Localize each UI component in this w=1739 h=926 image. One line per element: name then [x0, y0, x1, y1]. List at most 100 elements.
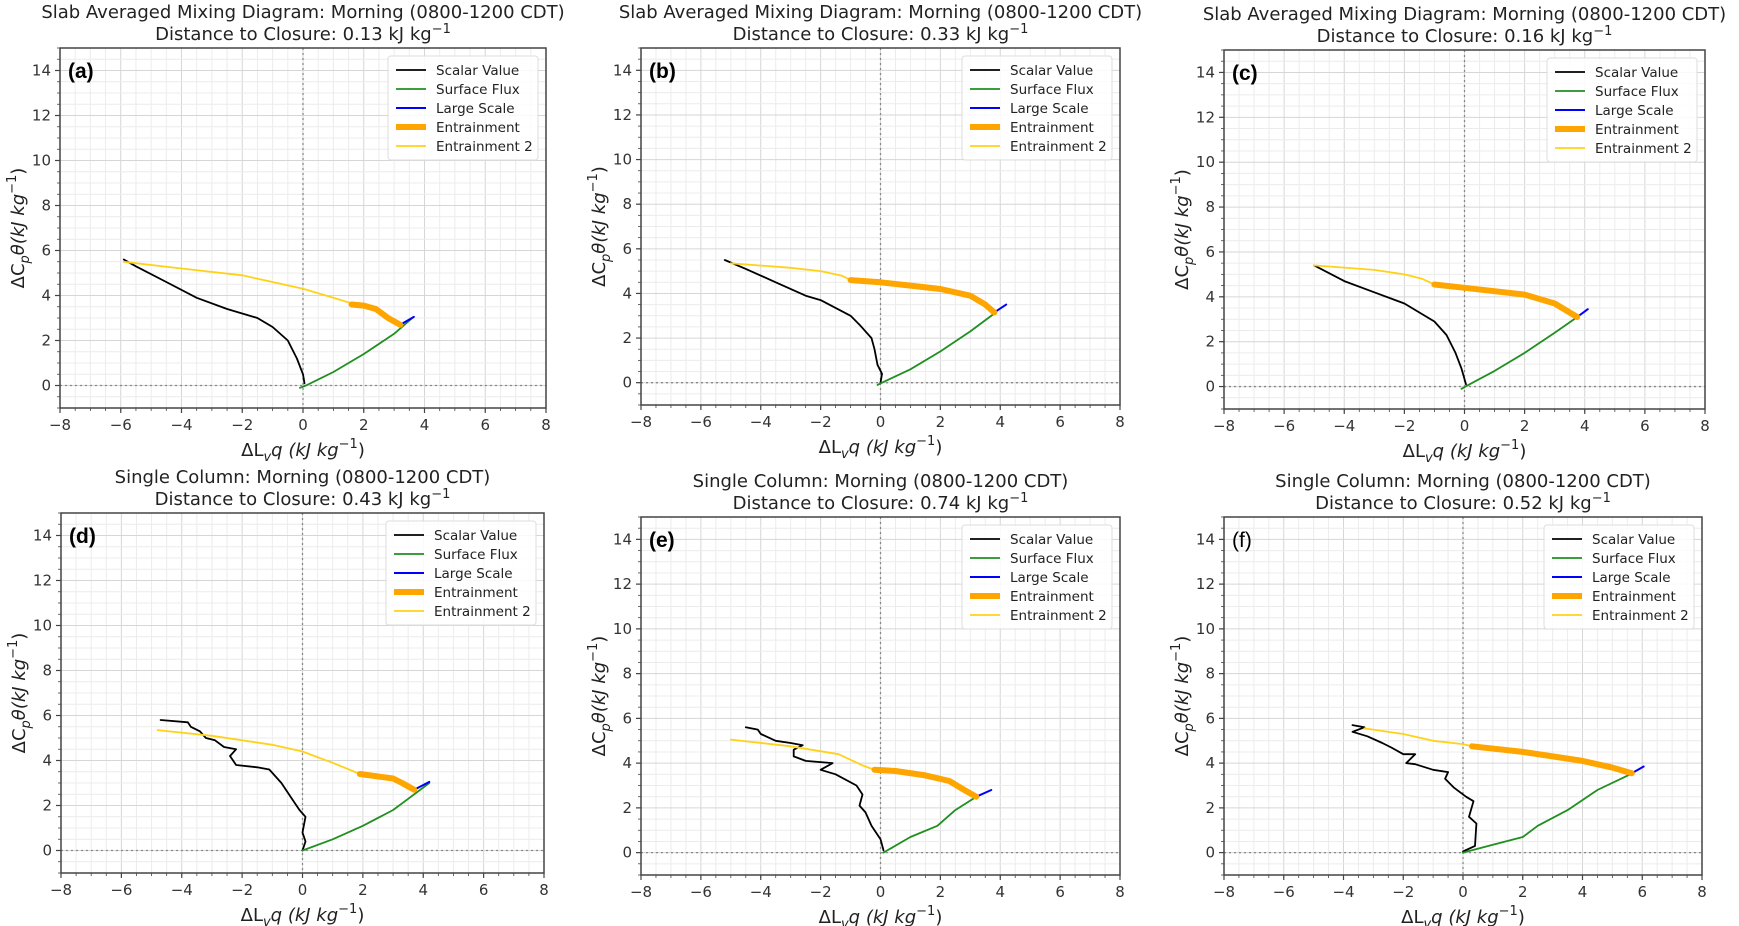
y-tick-label: 12: [1196, 575, 1215, 593]
y-tick-label: 10: [1196, 620, 1215, 638]
x-tick-label: 2: [1518, 883, 1528, 901]
legend-box: [1546, 57, 1698, 163]
x-tick-label: 4: [1580, 417, 1590, 435]
y-axis-label-part: θ(kJ kg: [8, 194, 29, 255]
y-tick-label: 8: [622, 195, 632, 213]
closure-unit-exponent: −1: [1009, 22, 1028, 37]
series-line-scalar-value: [122, 258, 306, 385]
x-tick-label: 0: [1458, 883, 1468, 901]
series-group: [156, 719, 431, 852]
x-tick-label: 2: [359, 416, 369, 434]
x-tick-label: 2: [1520, 417, 1530, 435]
y-axis-label-part: ΔC: [589, 731, 610, 756]
y-tick-label: 6: [42, 707, 52, 725]
x-tick-label: −8: [49, 416, 71, 434]
y-axis-label-part: θ(kJ kg: [1172, 662, 1193, 723]
y-tick-label: 4: [41, 287, 51, 305]
x-tick-label: 2: [358, 881, 368, 899]
panel-e: −8 −6 −4 −2 0 2 4 6 8 0 2 4 6 8 10 12 14 Single Column: M…: [586, 471, 1125, 926]
panel-letter: (f): [1232, 529, 1252, 552]
series-line-surface-flux: [299, 317, 414, 389]
legend: Scalar Value Surface Flux Large Scale Entra…: [385, 520, 537, 626]
legend-label: Entrainment: [1595, 122, 1679, 138]
legend-label: Entrainment 2: [1592, 608, 1689, 624]
y-tick-label: 12: [32, 107, 51, 125]
x-axis-label-part: v: [263, 915, 271, 926]
y-tick-label: 6: [1205, 243, 1215, 261]
y-tick-label: 6: [622, 709, 632, 727]
y-tick-label: 0: [622, 844, 632, 862]
legend-label: Large Scale: [434, 566, 513, 582]
y-axis-label-part: θ(kJ kg: [1172, 195, 1193, 256]
y-axis-label: ΔCpθ(kJ kg−1): [5, 168, 33, 289]
y-tick-label: 10: [33, 617, 52, 635]
legend-label: Scalar Value: [1010, 532, 1093, 548]
x-tick-label: 6: [1637, 883, 1647, 901]
y-tick-label: 12: [613, 106, 632, 124]
x-axis-label-part: −1: [916, 434, 935, 449]
panel-subtitle: Distance to Closure: 0.52 kJ kg−1: [1315, 491, 1611, 514]
legend-label: Surface Flux: [1010, 82, 1094, 98]
y-tick-label: 8: [1205, 198, 1215, 216]
legend-label: Entrainment: [434, 585, 518, 601]
panel-subtitle: Distance to Closure: 0.16 kJ kg−1: [1317, 24, 1613, 47]
y-tick-label: 4: [1205, 288, 1215, 306]
legend-label: Entrainment 2: [1010, 139, 1107, 155]
y-tick-label: 14: [1196, 530, 1215, 548]
x-axis-label: ΔLvq (kJ kg−1): [241, 437, 365, 465]
y-tick-label: 8: [1205, 665, 1215, 683]
series-group: [1351, 724, 1645, 854]
x-tick-label: 4: [420, 416, 430, 434]
y-axis-label-part: ): [9, 633, 30, 640]
x-tick-label: −2: [1393, 417, 1415, 435]
x-axis-label: ΔLvq (kJ kg−1): [1401, 904, 1525, 926]
x-tick-label: 8: [541, 416, 551, 434]
series-line-entrainment: [348, 301, 404, 328]
x-tick-label: −2: [231, 881, 253, 899]
x-axis-label-part: ΔL: [1401, 907, 1423, 926]
x-axis-label: ΔLvq (kJ kg−1): [241, 902, 365, 926]
y-axis-label-part: p: [18, 255, 33, 264]
series-line-surface-flux: [1462, 773, 1632, 854]
series-line-scalar-value: [744, 726, 885, 852]
closure-distance: Distance to Closure: 0.74 kJ kg: [733, 493, 1010, 514]
y-axis-label-part: ): [589, 166, 610, 173]
y-tick-label: 0: [1205, 378, 1215, 396]
panel-subtitle: Distance to Closure: 0.43 kJ kg−1: [155, 487, 451, 510]
x-tick-label: −2: [1392, 883, 1414, 901]
legend: Scalar Value Surface Flux Large Scale Entra…: [961, 55, 1113, 161]
x-axis-label-part: −1: [1500, 438, 1519, 453]
series-line-entrainment-2: [729, 262, 852, 282]
closure-unit-exponent: −1: [1009, 491, 1028, 506]
series-group: [122, 258, 415, 389]
x-axis-label-part: −1: [339, 437, 358, 452]
y-axis-label: ΔCpθ(kJ kg−1): [6, 633, 34, 754]
legend-label: Surface Flux: [1595, 84, 1679, 100]
x-axis-label-part: v: [1425, 451, 1433, 466]
legend-label: Large Scale: [1595, 103, 1674, 119]
panel-a: −8 −6 −4 −2 0 2 4 6 8 0 2 4 6 8 10 12 14 Slab Averaged Mi…: [5, 2, 565, 465]
y-axis-label-part: ): [1172, 169, 1193, 176]
x-tick-label: 4: [418, 881, 428, 899]
legend-label: Entrainment 2: [1595, 141, 1692, 157]
y-axis-label-part: p: [599, 723, 614, 732]
legend-label: Surface Flux: [436, 82, 520, 98]
x-tick-label: −8: [1213, 883, 1235, 901]
x-axis-label-part: q (kJ kg: [849, 437, 916, 458]
y-tick-label: 12: [33, 572, 52, 590]
y-tick-label: 4: [1205, 754, 1215, 772]
series-line-surface-flux: [301, 782, 431, 852]
legend-label: Entrainment 2: [434, 604, 531, 620]
y-axis-label: ΔCpθ(kJ kg−1): [586, 166, 614, 287]
y-tick-label: 0: [42, 842, 52, 860]
x-tick-label: −8: [50, 881, 72, 899]
x-tick-label: 0: [876, 883, 886, 901]
grid: [640, 516, 1121, 876]
y-axis-label-part: p: [19, 720, 34, 729]
y-tick-label: 6: [622, 240, 632, 258]
y-axis-label-part: −1: [1169, 176, 1184, 195]
series-line-entrainment-2: [156, 729, 361, 775]
series-line-entrainment-2: [729, 738, 876, 771]
closure-unit-exponent: −1: [1593, 24, 1612, 39]
